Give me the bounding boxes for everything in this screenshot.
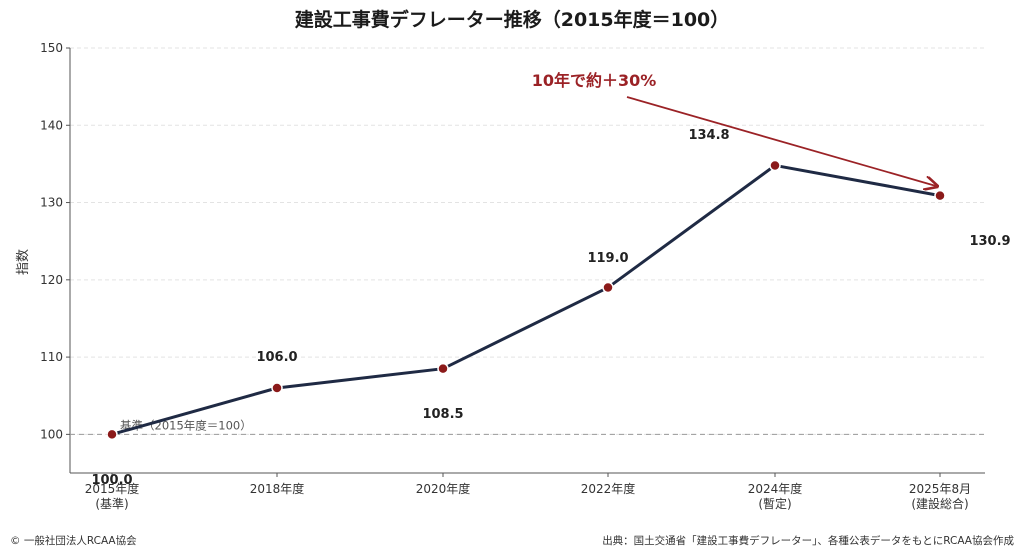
y-axis-label: 指数 (16, 249, 31, 275)
data-labels: 100.0 106.0 108.5 119.0 134.8 130.9 (91, 128, 1010, 488)
y-tick-label: 140 (40, 118, 63, 132)
data-label: 134.8 (688, 128, 729, 143)
x-tick-label: (建設総合) (911, 496, 968, 511)
annotation-arrow (626, 96, 936, 186)
data-label: 108.5 (422, 407, 463, 422)
data-point (437, 362, 449, 375)
data-point (934, 189, 946, 202)
y-tick-label: 120 (40, 273, 63, 287)
data-label: 119.0 (587, 251, 628, 266)
copyright-text: © 一般社団法人RCAA協会 (10, 534, 137, 547)
x-tick-label: 2025年8月 (909, 482, 971, 496)
y-tick-label: 130 (40, 196, 63, 210)
source-text: 出典：国土交通省「建設工事費デフレーター」、各種公表データをもとにRCAA協会作… (602, 534, 1014, 547)
x-tick-label: 2018年度 (250, 481, 305, 496)
x-tick-label: 2015年度 (85, 481, 140, 496)
data-point (602, 281, 614, 294)
x-tick-label: 2024年度 (748, 481, 803, 496)
data-label: 130.9 (969, 234, 1010, 249)
x-tick-label: 2022年度 (581, 481, 636, 496)
data-point (769, 159, 781, 172)
gridlines (70, 47, 985, 435)
growth-annotation: 10年で約＋30% (532, 71, 936, 186)
data-label: 106.0 (256, 350, 297, 365)
data-point (271, 382, 283, 394)
x-tick-label: (暫定) (758, 496, 791, 511)
chart-title: 建設工事費デフレーター推移（2015年度＝100） (295, 8, 730, 31)
x-tick-label: (基準) (95, 496, 128, 511)
data-point (106, 428, 118, 441)
annotation-text: 10年で約＋30% (532, 71, 657, 90)
series-line-path (110, 163, 942, 436)
x-tick-labels: 2015年度(基準) 2018年度 2020年度 2022年度 2024年度(暫定) 20… (85, 473, 971, 511)
axes (69, 48, 985, 474)
y-tick-label: 110 (40, 350, 63, 364)
data-label: 100.0 (91, 473, 132, 488)
y-tick-labels: 100 110 120 130 140 150 (40, 41, 70, 441)
baseline: 基準（2015年度＝100） (70, 418, 985, 435)
y-tick-label: 100 (40, 427, 63, 441)
x-tick-label: 2020年度 (416, 481, 471, 496)
y-tick-label: 150 (40, 41, 63, 55)
